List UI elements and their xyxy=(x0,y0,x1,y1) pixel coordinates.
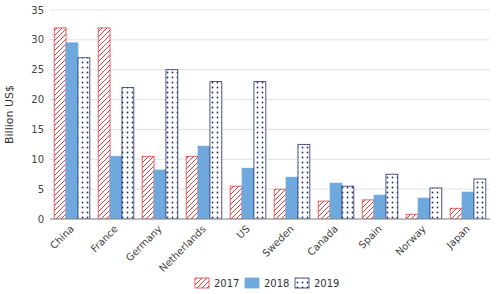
legend-swatch xyxy=(245,278,259,288)
bar xyxy=(242,168,254,219)
bar xyxy=(110,156,122,219)
legend-swatch xyxy=(295,278,309,288)
y-axis-label: Billion US$ xyxy=(3,85,16,144)
x-tick-label: China xyxy=(48,223,76,251)
legend-label: 2017 xyxy=(214,278,239,289)
bar xyxy=(298,144,310,219)
bar xyxy=(462,192,474,219)
grid-line xyxy=(50,219,490,220)
y-tick-label: 15 xyxy=(31,124,44,135)
y-tick-label: 0 xyxy=(38,214,44,225)
x-tick-label: Netherlands xyxy=(157,223,208,274)
bar xyxy=(450,208,462,219)
bar xyxy=(142,156,154,219)
bar xyxy=(474,179,486,219)
bar xyxy=(318,201,330,219)
bar xyxy=(362,200,374,219)
bar xyxy=(254,82,266,219)
bar xyxy=(54,28,66,219)
grid-line xyxy=(50,99,490,100)
grid-line xyxy=(50,129,490,130)
x-tick-label: Japan xyxy=(444,223,472,251)
y-tick-label: 30 xyxy=(31,34,44,45)
bar xyxy=(210,82,222,219)
x-axis-line xyxy=(50,219,490,220)
grid-line xyxy=(50,10,490,11)
legend: 2017 2018 2019 xyxy=(195,278,339,289)
bar xyxy=(274,189,286,219)
x-tick-label: France xyxy=(89,223,120,254)
y-tick-label: 25 xyxy=(31,64,44,75)
bar xyxy=(230,186,242,219)
y-tick-label: 20 xyxy=(31,94,44,105)
grid-line xyxy=(50,69,490,70)
bar xyxy=(122,88,134,219)
x-tick-label: US xyxy=(234,223,251,240)
x-tick-label: Germany xyxy=(124,223,164,263)
legend-label: 2019 xyxy=(314,278,339,289)
grid-line xyxy=(50,39,490,40)
y-tick-label: 35 xyxy=(31,5,44,16)
bar xyxy=(406,214,418,219)
y-tick-label: 5 xyxy=(38,184,44,195)
bar xyxy=(186,156,198,219)
bar xyxy=(374,195,386,219)
legend-swatch xyxy=(195,278,209,288)
y-tick-label: 10 xyxy=(31,154,44,165)
bar xyxy=(430,188,442,219)
bar xyxy=(286,177,298,219)
bar xyxy=(66,43,78,219)
bar xyxy=(198,146,210,219)
x-tick-label: Spain xyxy=(356,223,384,251)
bar xyxy=(154,170,166,219)
legend-label: 2018 xyxy=(264,278,289,289)
x-tick-label: Sweden xyxy=(260,223,296,259)
bar xyxy=(98,28,110,219)
bar xyxy=(418,198,430,219)
bars xyxy=(54,28,486,219)
bar xyxy=(78,58,90,219)
x-tick-label: Norway xyxy=(393,223,428,258)
bar xyxy=(330,183,342,219)
bar xyxy=(386,174,398,219)
bar xyxy=(166,70,178,219)
bar xyxy=(342,186,354,219)
chart-container: 0 5 10 15 20 25 30 35 Billion US$ China FranceGerm… xyxy=(0,0,500,294)
x-tick-label: Canada xyxy=(305,223,340,258)
chart-svg: 0 5 10 15 20 25 30 35 Billion US$ China FranceGerm… xyxy=(0,0,500,294)
